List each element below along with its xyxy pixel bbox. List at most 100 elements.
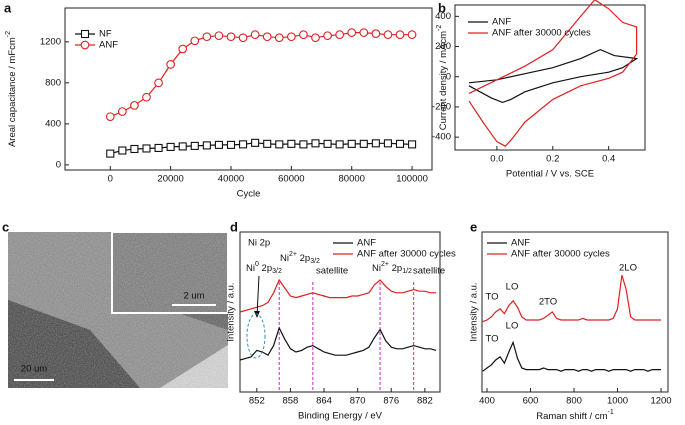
legend-label: ANF	[99, 40, 118, 51]
marker	[359, 28, 369, 37]
annotation: satellite	[413, 266, 445, 277]
marker	[407, 30, 417, 40]
series-line	[482, 340, 661, 372]
arrow	[256, 275, 260, 317]
highlight-ellipse	[246, 313, 266, 359]
x-tick-label: 882	[417, 396, 433, 407]
marker	[408, 140, 417, 149]
x-axis-label-part: Raman shift / cm	[536, 411, 607, 422]
annotation: 2TO	[539, 297, 557, 308]
x-tick-label: 0.2	[546, 154, 559, 165]
marker	[142, 92, 151, 102]
annotation: Ni2+ 2p1/2	[372, 261, 412, 275]
y-tick-label: 200	[435, 41, 451, 52]
marker	[395, 139, 405, 148]
marker	[178, 142, 187, 151]
x-tick-label: 40000	[218, 174, 244, 185]
marker	[214, 140, 223, 149]
y-axis-label: Current density / mAcm-2	[436, 25, 448, 131]
marker	[142, 144, 151, 153]
y-tick-label: 0	[56, 159, 61, 170]
y-tick-label: 800	[45, 77, 61, 88]
series-line	[110, 32, 413, 118]
marker	[154, 78, 163, 88]
marker	[287, 32, 296, 42]
x-tick-label: 1000	[607, 396, 628, 407]
x-tick-label: 870	[350, 396, 366, 407]
marker	[239, 140, 248, 149]
annotation-part: 2p	[297, 253, 310, 264]
annotation-part: Ni	[246, 263, 255, 274]
annotation: TO	[485, 334, 498, 345]
x-tick-label: 0.4	[602, 154, 615, 165]
y-tick-label: 400	[435, 11, 451, 22]
annotation: 2LO	[619, 263, 637, 274]
y-tick-label: -400	[432, 132, 451, 143]
annotation: TO	[485, 292, 498, 303]
annotation-part: 2p	[389, 263, 402, 274]
x-tick-label: 852	[249, 396, 265, 407]
marker	[178, 44, 188, 54]
legend-label: ANF after 30000 cycles	[492, 28, 591, 39]
marker	[275, 140, 284, 149]
x-tick-label: 864	[316, 396, 332, 407]
marker	[311, 139, 320, 148]
legend-marker	[80, 29, 90, 39]
y-axis-label: Intensity / a.u.	[226, 282, 237, 341]
legend-marker	[80, 40, 90, 50]
marker	[287, 139, 296, 148]
annotation-part: 2p	[259, 263, 272, 274]
series-line	[239, 326, 437, 361]
marker	[190, 36, 200, 46]
series-line	[239, 278, 437, 313]
annotation-part: 2+	[289, 251, 297, 258]
marker	[154, 143, 163, 153]
annotation-part: Ni	[372, 263, 381, 274]
marker	[383, 30, 393, 40]
plot-frame	[64, 7, 433, 171]
marker	[106, 149, 115, 158]
plot-frame	[481, 231, 669, 393]
marker	[335, 30, 344, 40]
marker	[335, 140, 344, 149]
legend-label: ANF	[357, 238, 376, 249]
annotation-part: Ni	[280, 253, 289, 264]
annotation-part: 1/2	[402, 268, 412, 275]
marker	[395, 30, 405, 40]
x-axis-label-part: -1	[608, 409, 614, 416]
annotation: LO	[506, 321, 519, 332]
inset-grain	[113, 233, 227, 312]
x-axis-label: Raman shift / cm-1	[536, 409, 614, 421]
sem-image	[8, 232, 228, 388]
y-axis-label: Areal capacitance / mFcm-2	[5, 31, 17, 147]
x-tick-label: 876	[383, 396, 399, 407]
marker	[130, 101, 139, 110]
series-line	[468, 0, 638, 147]
annotation: Ni0 2p3/2	[246, 261, 282, 275]
legend-label: ANF	[492, 17, 511, 28]
marker	[311, 33, 320, 43]
marker	[190, 141, 199, 150]
x-tick-label: 0	[108, 174, 113, 185]
marker	[250, 30, 260, 40]
marker	[214, 31, 224, 41]
x-tick-label: 1200	[650, 396, 671, 407]
legend-label: ANF after 30000 cycles	[357, 249, 456, 260]
marker	[251, 138, 260, 147]
marker	[226, 32, 236, 42]
marker	[226, 140, 236, 149]
legend-label: ANF	[511, 238, 530, 249]
marker	[117, 107, 127, 116]
y-axis-label-part: Current density / mAcm	[438, 31, 449, 130]
marker	[347, 139, 356, 148]
marker	[299, 30, 308, 40]
marker	[347, 28, 357, 37]
panel-letter: a	[4, 0, 12, 15]
panel-letter: c	[2, 219, 9, 234]
x-tick-label: 400	[479, 396, 495, 407]
y-axis-label-part: -2	[436, 25, 443, 31]
annotation-part: 3/2	[310, 258, 320, 265]
annotation-part: 2+	[381, 261, 389, 268]
x-tick-label: 80000	[339, 174, 365, 185]
